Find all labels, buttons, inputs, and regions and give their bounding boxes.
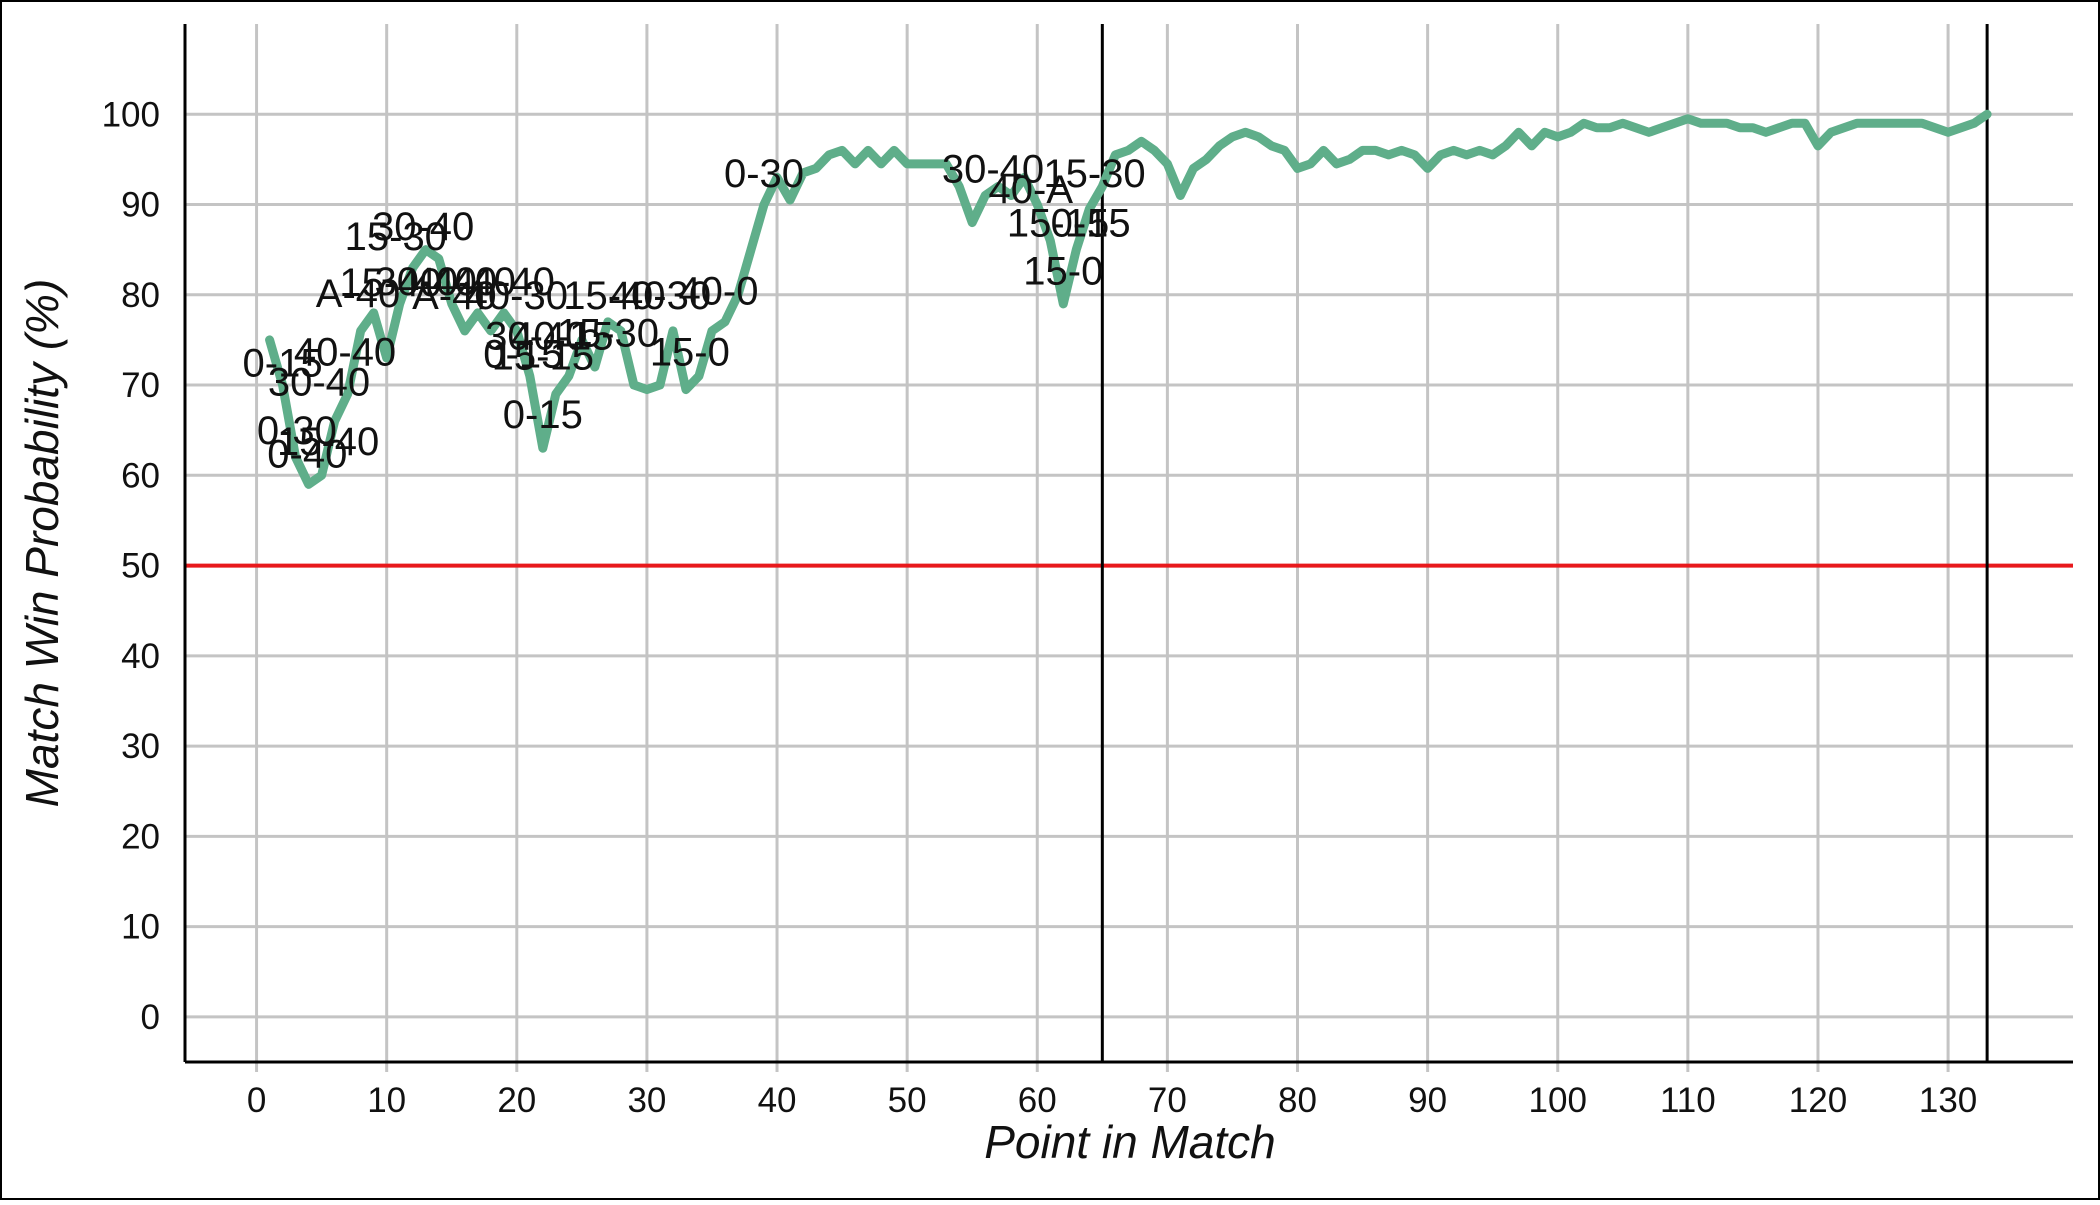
y-tick-label: 30 <box>121 727 160 766</box>
x-tick-label: 60 <box>1018 1081 1057 1120</box>
axes: 0 10 20 30 40 50 60 70 80 90 100 110 120 130 0 10 20 30 40… <box>102 24 2073 1120</box>
annotation: 15-15 <box>492 334 594 378</box>
y-tick-label: 20 <box>121 817 160 856</box>
annotation: 40-0 <box>678 269 758 313</box>
x-tick-label: 30 <box>627 1081 666 1120</box>
annotation: 15-30 <box>345 215 447 259</box>
reference-lines <box>185 24 2073 1062</box>
x-tick-label: 10 <box>367 1081 406 1120</box>
x-tick-label: 80 <box>1278 1081 1317 1120</box>
plot <box>265 109 1992 489</box>
y-tick-label: 70 <box>121 366 160 405</box>
annotations: 0-1540-4030-400-3015-400-40A-4015-4015-3… <box>243 147 1146 476</box>
x-tick-label: 70 <box>1148 1081 1187 1120</box>
y-tick-label: 90 <box>121 186 160 225</box>
annotation: 40-A <box>989 168 1074 212</box>
annotation: 15-40 <box>339 261 441 305</box>
y-tick-label: 40 <box>121 637 160 676</box>
y-tick-label: 80 <box>121 276 160 315</box>
annotation: 15-0 <box>650 331 730 375</box>
annotation: 40-40 <box>453 260 555 304</box>
annotation: 15-30 <box>557 312 659 356</box>
annotation: 30-40 <box>485 314 587 358</box>
x-tick-label: 100 <box>1529 1081 1587 1120</box>
annotation: 0-30 <box>724 152 804 196</box>
x-tick-label: 50 <box>888 1081 927 1120</box>
annotation: 40-40 <box>294 331 396 375</box>
annotation: 40-30 <box>609 274 711 318</box>
y-axis-label: Match Win Probability (%) <box>16 279 68 808</box>
annotation: 15-40 <box>277 420 379 464</box>
annotation: 0-15 <box>1051 202 1131 246</box>
annotation: 0-15 <box>503 393 583 437</box>
y-tick-label: 10 <box>121 908 160 947</box>
y-tick-label: 100 <box>102 95 160 134</box>
y-tick-label: 50 <box>121 547 160 586</box>
annotation: 30-40 <box>268 360 370 404</box>
y-tick-label: 60 <box>121 456 160 495</box>
annotation: 15-0 <box>1023 249 1103 293</box>
x-tick-label: 130 <box>1919 1081 1977 1120</box>
annotation: 15-15 <box>1007 202 1109 246</box>
x-tick-label: 120 <box>1789 1081 1847 1120</box>
annotation: 40-15 <box>511 314 613 358</box>
annotation: 40-30 <box>466 274 568 318</box>
x-tick-label: 0 <box>247 1081 266 1120</box>
annotation: 0-30 <box>257 409 337 453</box>
x-tick-label: 40 <box>758 1081 797 1120</box>
grid <box>185 24 2073 1062</box>
x-axis-label: Point in Match <box>984 1116 1275 1168</box>
annotation: 0-15 <box>483 332 563 376</box>
x-tick-label: 20 <box>497 1081 536 1120</box>
annotation: A-40 <box>316 272 401 316</box>
annotation: 40-40 <box>414 260 516 304</box>
annotation: 15-30 <box>1043 152 1145 196</box>
x-tick-label: 90 <box>1408 1081 1447 1120</box>
annotation: 0-15 <box>243 341 323 385</box>
annotation: 0-40 <box>267 433 347 477</box>
annotation: 30-40 <box>372 205 474 249</box>
annotation: A-40 <box>412 274 497 318</box>
x-tick-label: 110 <box>1660 1081 1716 1120</box>
annotation: 30-40 <box>942 147 1044 191</box>
annotation: 15-40 <box>563 274 665 318</box>
annotation: 30-40 <box>375 260 477 304</box>
y-tick-label: 0 <box>141 998 160 1037</box>
line-series <box>265 109 1992 489</box>
